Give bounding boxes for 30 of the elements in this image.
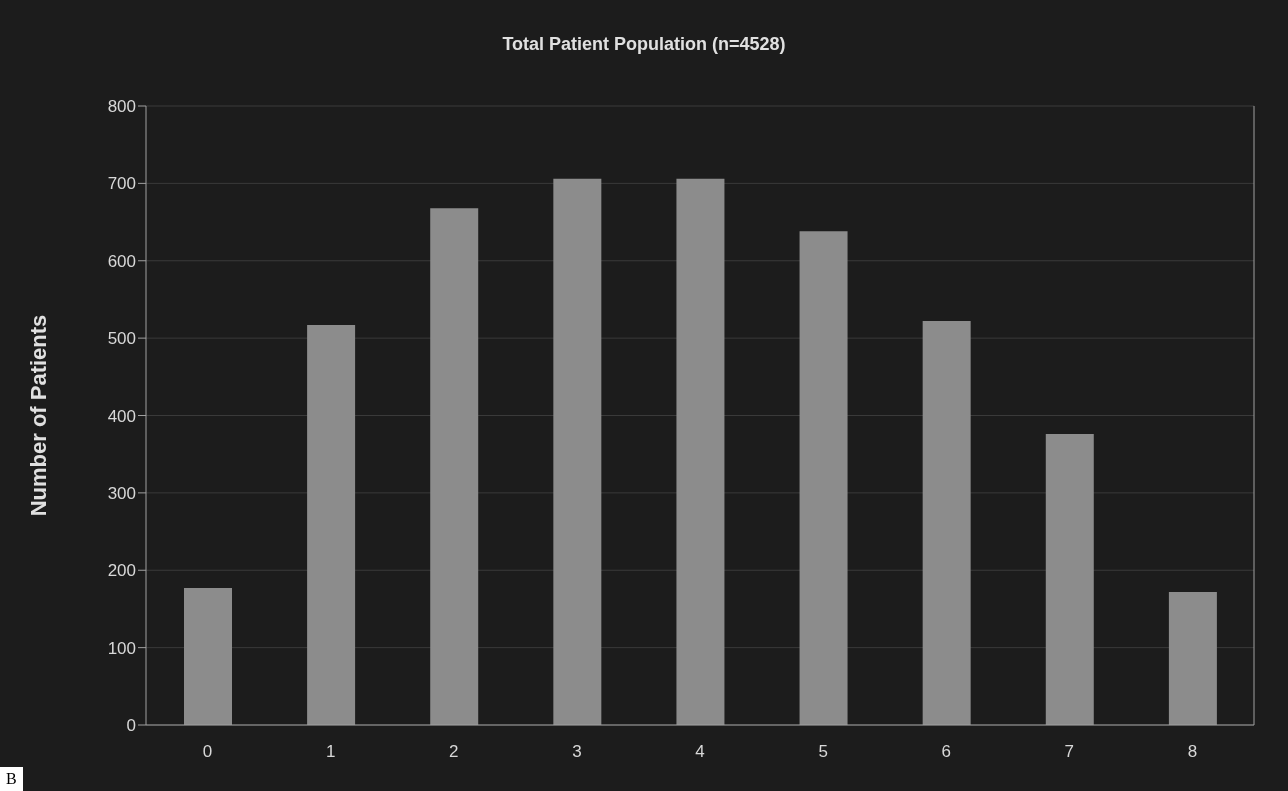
- bar: [676, 178, 725, 725]
- bar: [1045, 434, 1094, 725]
- y-axis-title: Number of Patients: [25, 314, 51, 517]
- x-tick-label: 0: [202, 742, 213, 762]
- bar: [799, 231, 848, 725]
- y-tick-label: 500: [107, 329, 136, 349]
- y-tick-label: 800: [107, 97, 136, 117]
- y-tick-label: 400: [107, 406, 136, 426]
- bar: [307, 324, 356, 725]
- y-tick-label: 100: [107, 638, 136, 658]
- chart-title: Total Patient Population (n=4528): [501, 34, 787, 55]
- x-tick-label: 8: [1187, 742, 1198, 762]
- bar: [553, 178, 602, 725]
- y-tick-label: 700: [107, 174, 136, 194]
- bar: [1168, 591, 1217, 725]
- y-tick-label: 200: [107, 561, 136, 581]
- y-tick-label: 600: [107, 251, 136, 271]
- x-tick-label: 4: [695, 742, 705, 762]
- bar: [184, 588, 232, 725]
- bar: [922, 321, 971, 725]
- x-tick-label: 7: [1064, 742, 1075, 762]
- y-tick-label: 0: [126, 716, 136, 736]
- x-tick-label: 1: [325, 742, 336, 762]
- x-tick-label: 2: [449, 742, 459, 762]
- x-tick-label: 5: [818, 742, 828, 762]
- y-tick-label: 300: [107, 483, 136, 503]
- bar: [430, 208, 479, 725]
- x-tick-label: 6: [941, 742, 951, 762]
- x-tick-label: 3: [572, 742, 582, 762]
- text: B: [0, 767, 23, 791]
